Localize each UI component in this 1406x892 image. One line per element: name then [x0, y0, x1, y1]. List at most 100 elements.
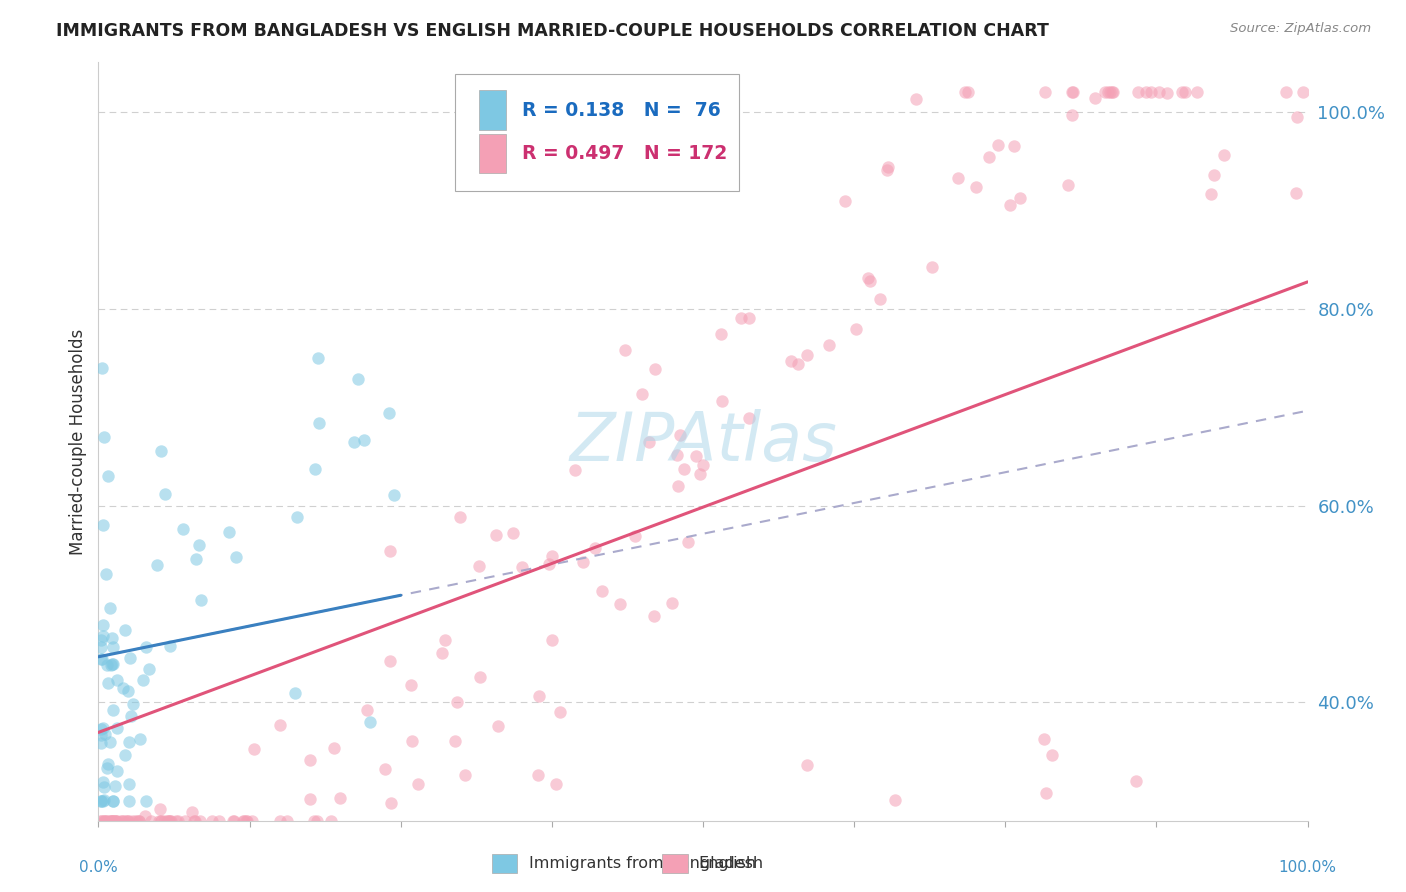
Text: IMMIGRANTS FROM BANGLADESH VS ENGLISH MARRIED-COUPLE HOUSEHOLDS CORRELATION CHAR: IMMIGRANTS FROM BANGLADESH VS ENGLISH MA… [56, 22, 1049, 40]
Point [104, 814, 127, 828]
Point [631, 387, 654, 401]
Point [101, 657, 124, 672]
Point [96, 814, 118, 828]
Point [167, 814, 190, 828]
Point [224, 814, 246, 828]
Point [150, 444, 173, 458]
Point [977, 150, 1000, 164]
Point [118, 777, 141, 791]
Point [678, 534, 700, 549]
Point [101, 814, 124, 828]
Point [93, 814, 115, 828]
Point [360, 715, 382, 730]
Point [1212, 147, 1234, 161]
Point [443, 734, 465, 748]
Point [141, 814, 163, 828]
Point [134, 809, 156, 823]
Point [146, 558, 169, 573]
Point [378, 544, 401, 558]
Point [298, 792, 321, 806]
Point [689, 467, 711, 481]
Point [100, 814, 122, 828]
Point [105, 814, 128, 828]
Point [353, 434, 375, 448]
Point [321, 814, 343, 828]
Point [90, 652, 112, 666]
Point [159, 640, 181, 654]
Point [149, 814, 172, 828]
Point [112, 814, 135, 828]
Point [101, 631, 124, 645]
Point [374, 762, 396, 776]
Point [666, 448, 689, 462]
Point [1102, 85, 1125, 99]
Point [91, 775, 114, 789]
Point [90, 814, 112, 828]
Text: R = 0.138   N =  76: R = 0.138 N = 76 [522, 101, 720, 120]
Point [1000, 198, 1022, 212]
Point [470, 670, 492, 684]
Point [401, 734, 423, 748]
Point [90, 640, 112, 655]
Point [111, 814, 134, 828]
Point [884, 792, 907, 806]
Point [120, 651, 142, 665]
Point [93, 793, 115, 807]
Point [1002, 138, 1025, 153]
Bar [479, 90, 506, 130]
Point [129, 732, 152, 747]
Point [128, 814, 150, 828]
Point [104, 814, 127, 828]
Point [956, 85, 979, 99]
Point [382, 488, 405, 502]
Point [90, 722, 112, 736]
Point [233, 814, 256, 828]
Text: ZIPAtlas: ZIPAtlas [569, 409, 837, 475]
Point [433, 633, 456, 648]
Point [1062, 85, 1084, 99]
Point [304, 462, 326, 476]
Point [454, 767, 477, 781]
Point [1060, 108, 1083, 122]
Point [222, 814, 245, 828]
Point [946, 170, 969, 185]
Point [105, 764, 128, 779]
Point [91, 518, 114, 533]
Point [98, 601, 121, 615]
Point [1101, 85, 1123, 99]
Point [150, 814, 173, 828]
Point [114, 747, 136, 762]
Point [97, 675, 120, 690]
Point [235, 814, 257, 828]
Point [93, 814, 115, 828]
Point [738, 411, 761, 425]
Point [1199, 186, 1222, 201]
Point [105, 673, 128, 688]
Point [1156, 86, 1178, 100]
Point [93, 814, 115, 828]
Point [90, 794, 112, 808]
Point [172, 522, 194, 536]
Point [502, 525, 524, 540]
Point [97, 814, 120, 828]
Point [510, 559, 533, 574]
Point [138, 662, 160, 676]
Point [401, 678, 423, 692]
Point [284, 686, 307, 700]
Point [104, 814, 127, 828]
Point [1174, 85, 1197, 99]
Point [643, 609, 665, 624]
Point [101, 640, 124, 654]
Point [432, 646, 454, 660]
Point [94, 567, 117, 582]
Point [869, 292, 891, 306]
Point [276, 814, 298, 828]
Point [672, 462, 695, 476]
Point [90, 652, 112, 666]
Point [323, 740, 346, 755]
Point [236, 814, 259, 828]
Point [93, 780, 115, 794]
Point [527, 690, 550, 704]
Point [101, 657, 124, 671]
Point [921, 260, 943, 274]
